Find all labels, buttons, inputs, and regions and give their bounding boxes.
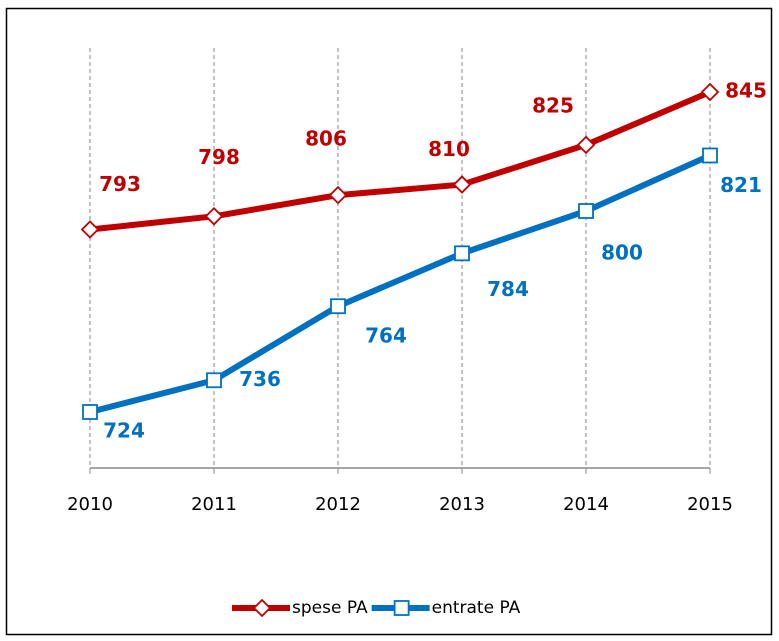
marker <box>328 185 348 205</box>
marker <box>80 220 100 239</box>
x-tick-label: 2013 <box>439 494 485 515</box>
marker <box>206 372 222 389</box>
data-label: 825 <box>532 93 574 117</box>
marker <box>82 404 98 420</box>
x-tick-label: 2012 <box>315 494 361 515</box>
legend-marker <box>252 598 272 618</box>
x-tick-label: 2015 <box>687 494 733 515</box>
marker <box>204 207 224 226</box>
series-line <box>89 89 712 233</box>
data-label: 821 <box>720 173 762 197</box>
chart-border <box>5 7 773 636</box>
marker <box>454 245 470 262</box>
data-label: 798 <box>198 145 240 169</box>
data-label: 724 <box>103 419 145 443</box>
marker <box>330 298 346 315</box>
legend-label: entrate PA <box>432 598 521 618</box>
x-tick-label: 2011 <box>191 494 237 515</box>
legend-marker <box>393 600 410 616</box>
x-tick-label: 2014 <box>563 494 609 515</box>
data-label: 764 <box>365 324 407 348</box>
marker <box>576 135 596 155</box>
marker <box>700 82 720 102</box>
data-label: 784 <box>487 277 529 301</box>
data-label: 806 <box>305 127 347 151</box>
marker <box>578 203 594 219</box>
data-label: 845 <box>725 79 767 103</box>
marker <box>702 147 718 164</box>
x-tick-label: 2010 <box>67 494 113 515</box>
data-label: 736 <box>239 367 281 391</box>
marker <box>452 175 472 194</box>
legend-label: spese PA <box>292 598 368 618</box>
data-label: 800 <box>601 241 643 265</box>
series-line <box>89 152 712 415</box>
data-label: 793 <box>99 172 141 196</box>
data-label: 810 <box>428 137 470 161</box>
